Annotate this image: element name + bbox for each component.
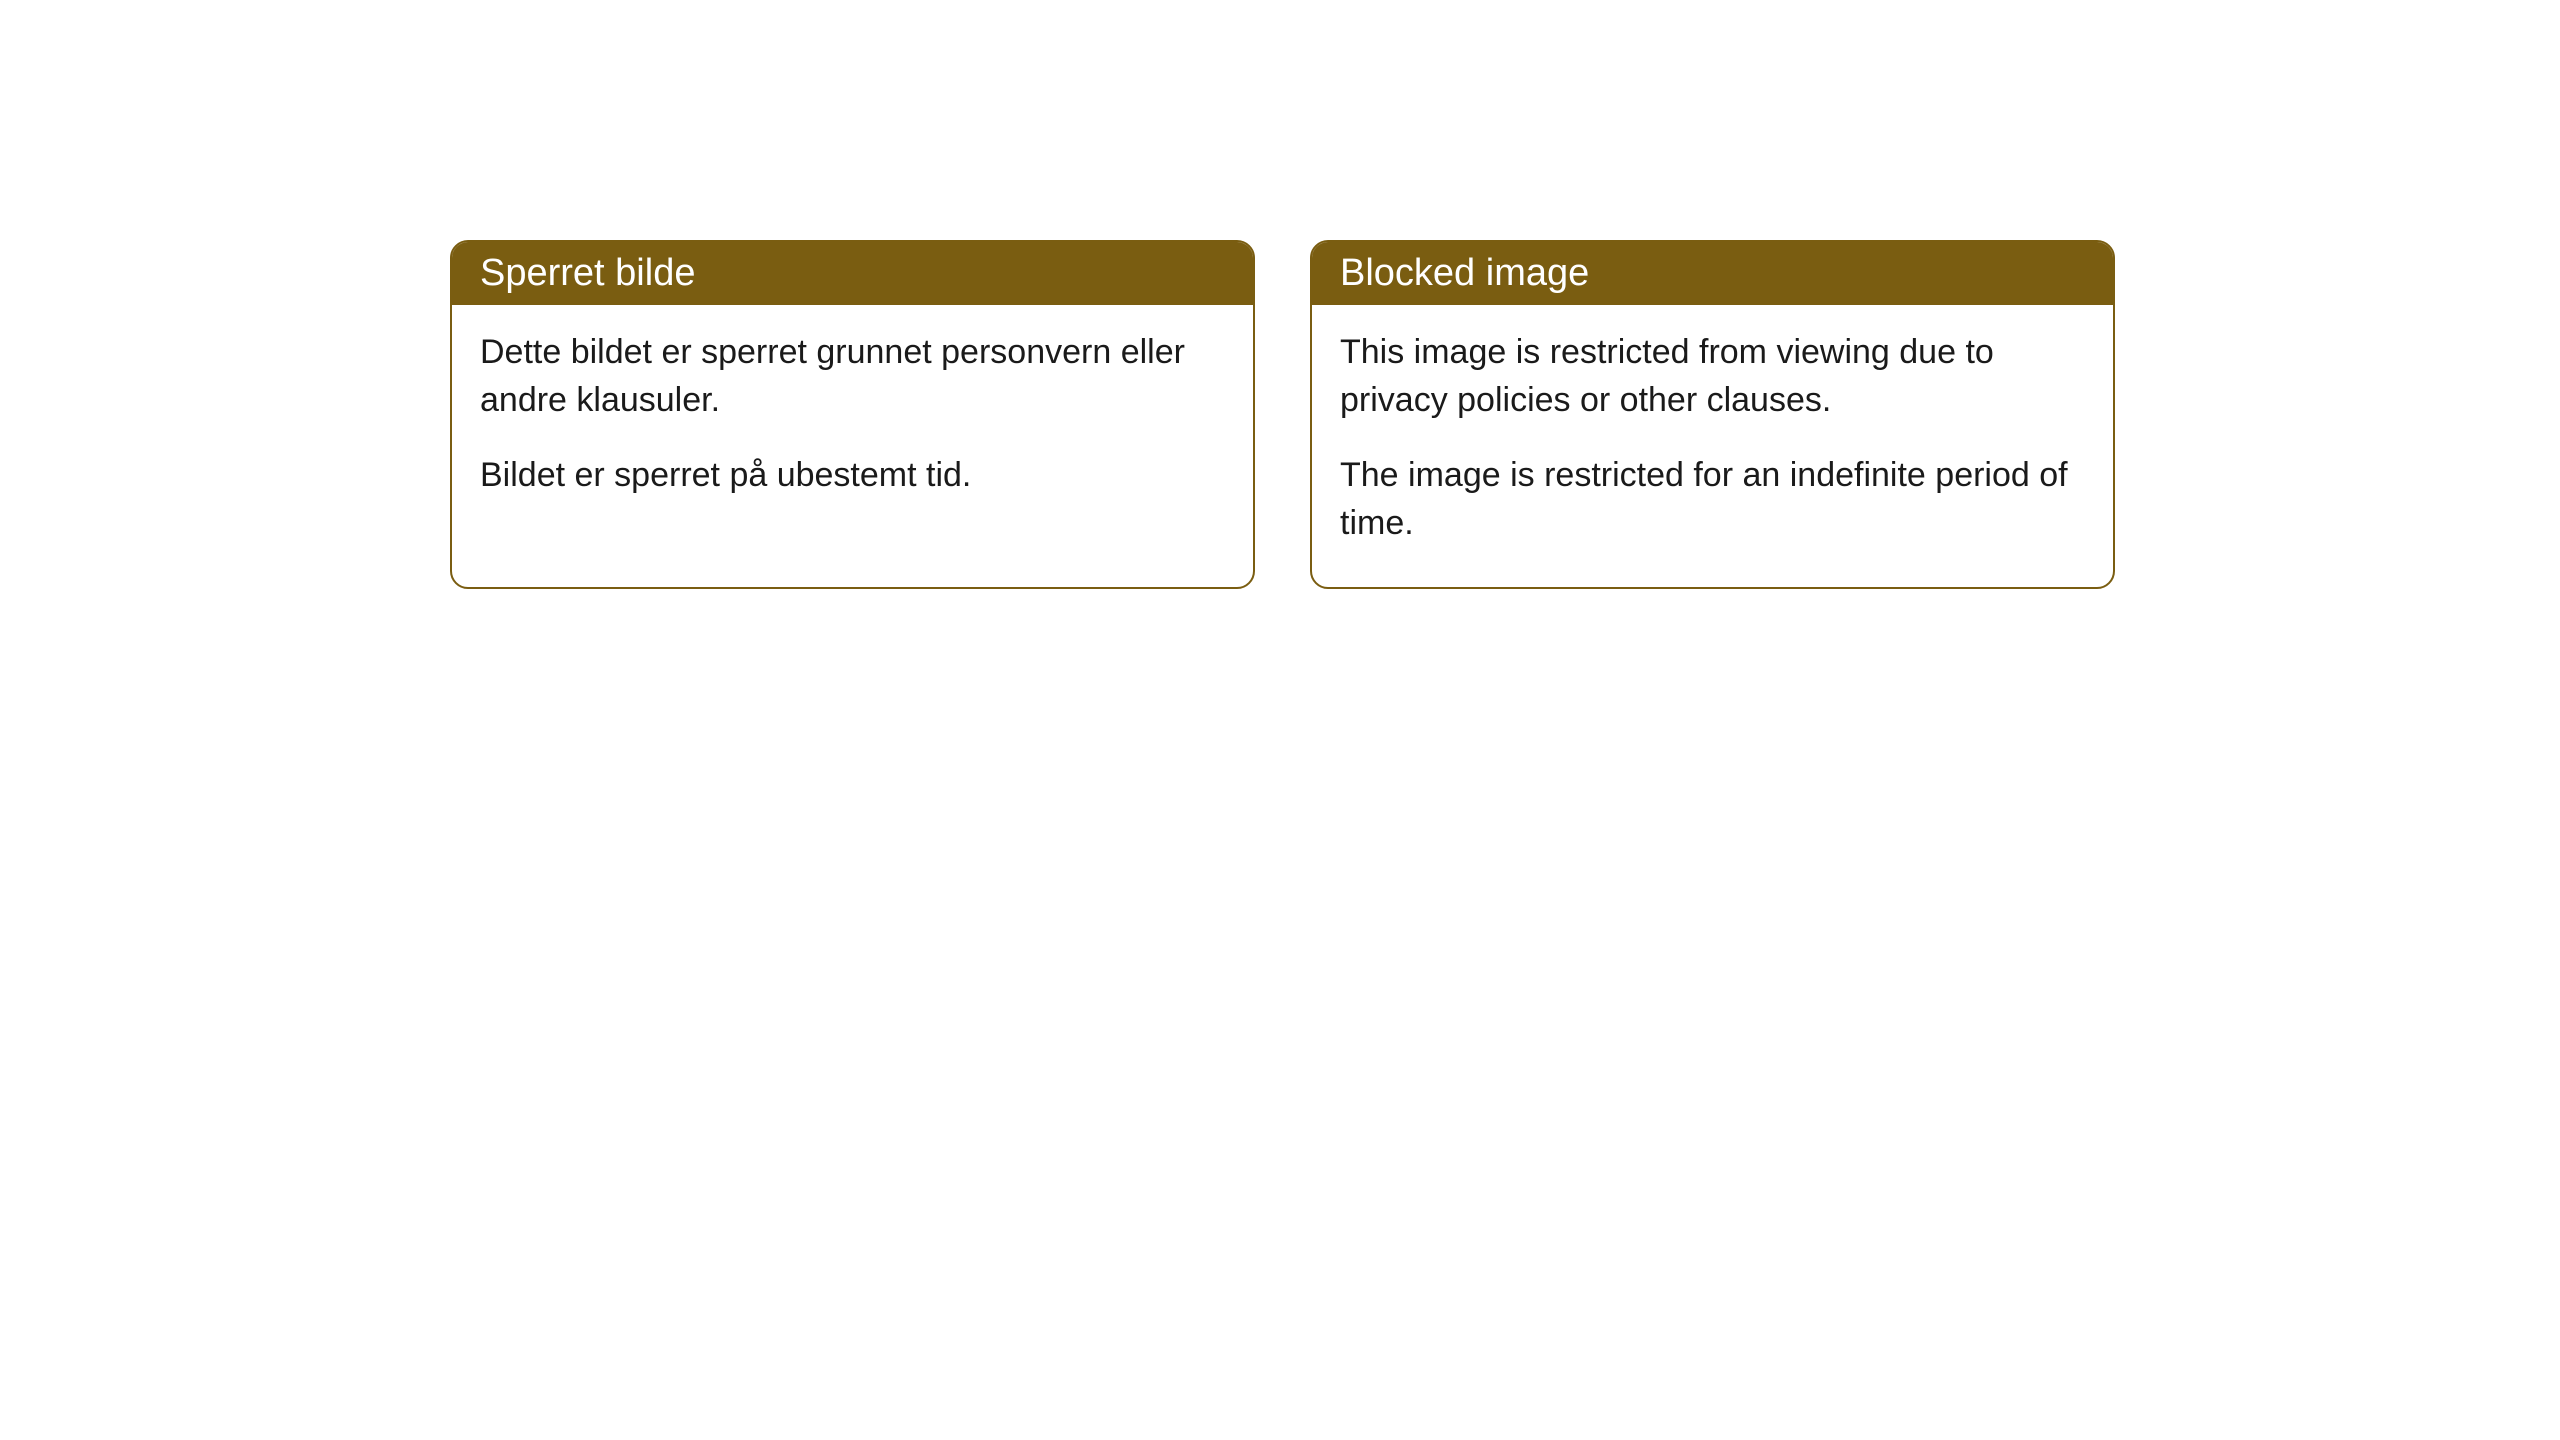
card-paragraph: Dette bildet er sperret grunnet personve… [480,329,1225,424]
card-title: Blocked image [1340,252,1589,294]
card-header: Sperret bilde [452,242,1253,305]
card-paragraph: This image is restricted from viewing du… [1340,329,2085,424]
card-body: This image is restricted from viewing du… [1312,305,2113,587]
notice-card-english: Blocked image This image is restricted f… [1310,240,2115,589]
card-paragraph: The image is restricted for an indefinit… [1340,452,2085,547]
card-title: Sperret bilde [480,252,695,294]
notice-card-norwegian: Sperret bilde Dette bildet er sperret gr… [450,240,1255,589]
card-paragraph: Bildet er sperret på ubestemt tid. [480,452,1225,500]
card-body: Dette bildet er sperret grunnet personve… [452,305,1253,540]
notice-cards-container: Sperret bilde Dette bildet er sperret gr… [450,240,2115,589]
card-header: Blocked image [1312,242,2113,305]
